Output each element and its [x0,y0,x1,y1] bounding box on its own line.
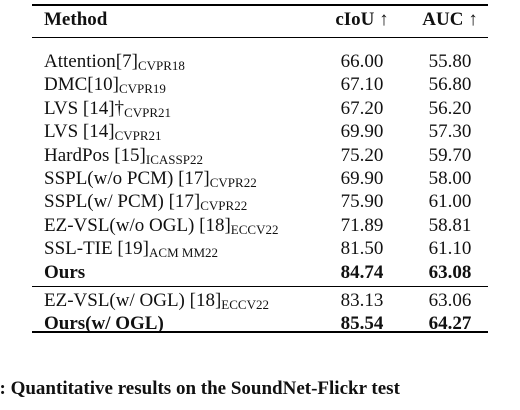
method-cell: HardPos [15]ICASSP22 [44,145,203,171]
ciou-cell: 81.50 [340,238,384,260]
auc-cell: 56.80 [428,74,472,96]
method-cell: EZ-VSL(w/o OGL) [18]ECCV22 [44,215,278,241]
auc-cell: 59.70 [428,144,472,166]
ciou-cell: 75.90 [340,191,384,213]
method-name: LVS [14] [44,121,115,143]
method-cell: SSL-TIE [19]ACM MM22 [44,238,218,264]
method-name: SSL-TIE [19] [44,238,150,260]
ciou-cell: 67.20 [340,97,384,119]
method-name: EZ-VSL(w/ OGL) [18] [44,290,222,311]
auc-cell: 61.10 [428,238,472,260]
ciou-cell: 71.89 [340,214,384,236]
auc-cell: 55.80 [428,51,472,72]
venue: CVPR21 [124,104,172,120]
ciou-cell: 69.90 [340,168,384,189]
venue: ECCV22 [230,221,279,237]
venue: CVPR22 [209,175,257,190]
auc-cell: 57.30 [428,121,472,143]
auc-cell: 58.81 [428,214,472,236]
bottom-rule [32,330,488,333]
method-cell: Ours [44,262,85,284]
method-cell: LVS [14]CVPR21 [44,121,162,147]
method-cell: Attention[7]CVPR18 [44,51,185,77]
venue: ACM MM22 [149,245,219,261]
method-name: LVS [14]† [44,97,125,119]
auc-cell: 63.06 [428,290,472,311]
method-name: Ours(w/ OGL) [44,313,164,335]
header-cell: AUC ↑ [422,9,478,30]
method-cell: DMC[10]CVPR19 [44,74,166,100]
ciou-cell: 85.54 [340,313,384,335]
top-rule [32,4,488,6]
method-name: SSPL(w/ PCM) [17] [44,191,201,213]
venue: ECCV22 [221,297,269,312]
auc-cell: 56.20 [428,97,472,119]
venue: ICASSP22 [145,151,203,167]
caption: 2: Quantitative results on the SoundNet-… [0,378,400,399]
header-cell: Method [44,9,108,30]
method-name: Ours [44,261,86,283]
auc-cell: 63.08 [428,261,472,283]
venue: CVPR19 [118,81,166,97]
header-rule [32,37,488,38]
method-cell: LVS [14]†CVPR21 [44,98,171,124]
method-name: SSPL(w/o PCM) [17] [44,168,210,189]
method-cell: EZ-VSL(w/ OGL) [18]ECCV22 [44,290,269,316]
venue: CVPR22 [200,198,248,214]
ciou-cell: 75.20 [340,144,384,166]
auc-cell: 61.00 [428,191,472,213]
ciou-cell: 84.74 [340,261,384,283]
method-cell: Ours(w/ OGL) [44,313,164,335]
ciou-cell: 66.00 [340,51,384,72]
ciou-cell: 67.10 [340,74,384,96]
method-cell: SSPL(w/o PCM) [17]CVPR22 [44,168,257,194]
method-name: Attention[7] [44,51,138,72]
method-name: HardPos [15] [44,144,146,166]
method-name: EZ-VSL(w/o OGL) [18] [44,214,231,236]
method-name: DMC[10] [44,74,119,96]
auc-cell: 64.27 [428,313,472,335]
header-cell: cIoU ↑ [335,9,389,30]
method-cell: SSPL(w/ PCM) [17]CVPR22 [44,191,247,217]
section-rule [32,286,488,287]
venue: CVPR21 [114,128,162,144]
ciou-cell: 69.90 [340,121,384,143]
auc-cell: 58.00 [428,168,472,189]
venue: CVPR18 [137,58,185,73]
ciou-cell: 83.13 [340,290,384,311]
